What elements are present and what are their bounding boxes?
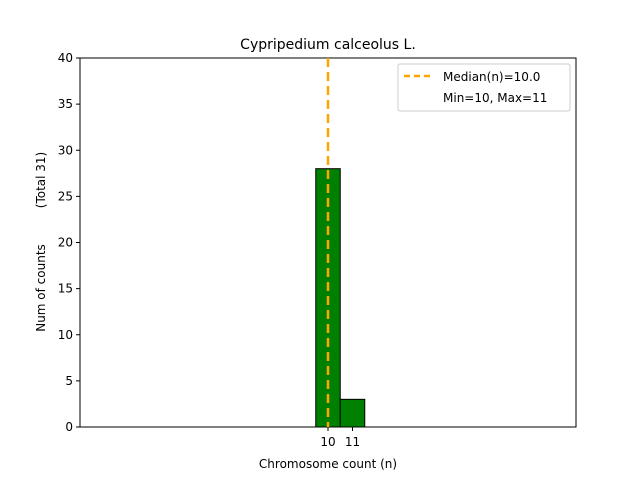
- y-tick-label: 30: [58, 143, 73, 157]
- legend-box: [397, 63, 571, 112]
- x-tick-label: 11: [345, 435, 360, 449]
- bars: [315, 168, 439, 428]
- y-tick-label: 25: [58, 189, 73, 203]
- legend: Median(n)=10.0 Min=10, Max=11: [397, 63, 571, 112]
- y-axis-label: Num of counts: [34, 244, 48, 332]
- y-tick-label: 15: [58, 282, 73, 296]
- y-tick-label: 20: [58, 236, 73, 250]
- y-tick-label: 0: [65, 420, 73, 434]
- histogram-bar: [339, 398, 366, 428]
- y-tick-label: 40: [58, 51, 73, 65]
- y-axis-total-label: (Total 31): [34, 152, 48, 208]
- y-tick-label: 35: [58, 97, 73, 111]
- y-axis: 0 5 10 15 20 25 30 35 40: [58, 51, 80, 434]
- y-tick-label: 10: [58, 328, 73, 342]
- legend-median-label: Median(n)=10.0: [443, 70, 540, 84]
- x-axis-label: Chromosome count (n): [259, 457, 397, 471]
- chart-title: Cypripedium calceolus L.: [240, 37, 416, 53]
- y-tick-label: 5: [65, 374, 73, 388]
- x-tick-label: 10: [320, 435, 335, 449]
- x-axis: 10 11: [320, 427, 360, 449]
- legend-minmax-label: Min=10, Max=11: [443, 91, 547, 105]
